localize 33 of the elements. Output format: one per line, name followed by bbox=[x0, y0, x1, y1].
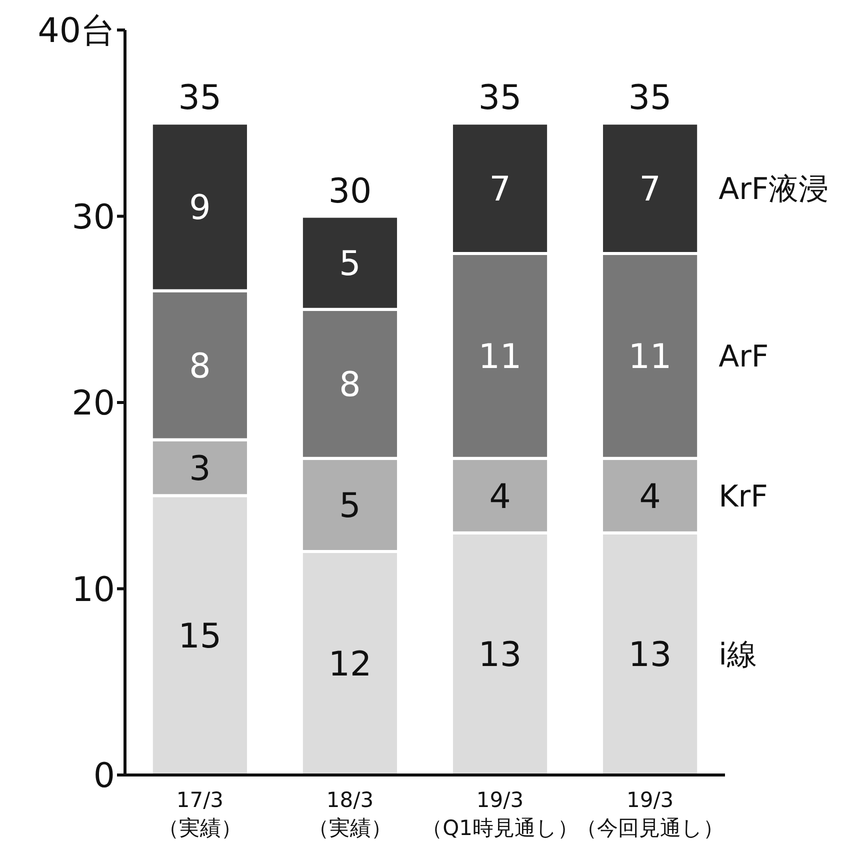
total-label: 35 bbox=[178, 78, 222, 118]
data-label: 4 bbox=[639, 476, 661, 517]
data-label: 9 bbox=[189, 188, 211, 228]
data-label: 11 bbox=[478, 337, 522, 378]
series-label: ArF bbox=[718, 340, 769, 375]
data-label: 3 bbox=[189, 448, 211, 489]
total-label: 30 bbox=[328, 171, 372, 212]
data-label: 4 bbox=[489, 476, 511, 517]
total-label: 35 bbox=[628, 78, 672, 118]
data-label: 11 bbox=[628, 337, 672, 378]
x-tick-label: 19/3 （今回見通し） bbox=[576, 788, 724, 840]
total-label: 35 bbox=[478, 78, 522, 118]
data-label: 8 bbox=[189, 346, 211, 386]
data-label: 15 bbox=[178, 616, 222, 657]
data-label: 13 bbox=[478, 635, 522, 676]
y-tick-label: 30 bbox=[72, 197, 115, 238]
data-label: 5 bbox=[339, 244, 361, 284]
series-label: KrF bbox=[718, 479, 768, 514]
x-tick-label: 18/3 （実績） bbox=[308, 788, 392, 840]
x-tick-label: 19/3 （Q1時見通し） bbox=[422, 788, 578, 840]
series-label: i線 bbox=[718, 638, 757, 673]
x-tick-label: 17/3 （実績） bbox=[158, 788, 242, 840]
data-label: 13 bbox=[628, 635, 672, 676]
y-tick-label: 0 bbox=[93, 756, 115, 796]
y-tick-label: 40台 bbox=[38, 11, 115, 52]
y-tick-label: 20 bbox=[72, 384, 115, 424]
data-label: 7 bbox=[639, 170, 661, 210]
data-label: 12 bbox=[328, 644, 372, 684]
data-label: 8 bbox=[339, 365, 361, 406]
y-tick-label: 10 bbox=[72, 570, 115, 610]
data-label: 5 bbox=[339, 486, 361, 526]
series-label: ArF液浸 bbox=[718, 172, 829, 208]
data-label: 7 bbox=[489, 170, 511, 210]
